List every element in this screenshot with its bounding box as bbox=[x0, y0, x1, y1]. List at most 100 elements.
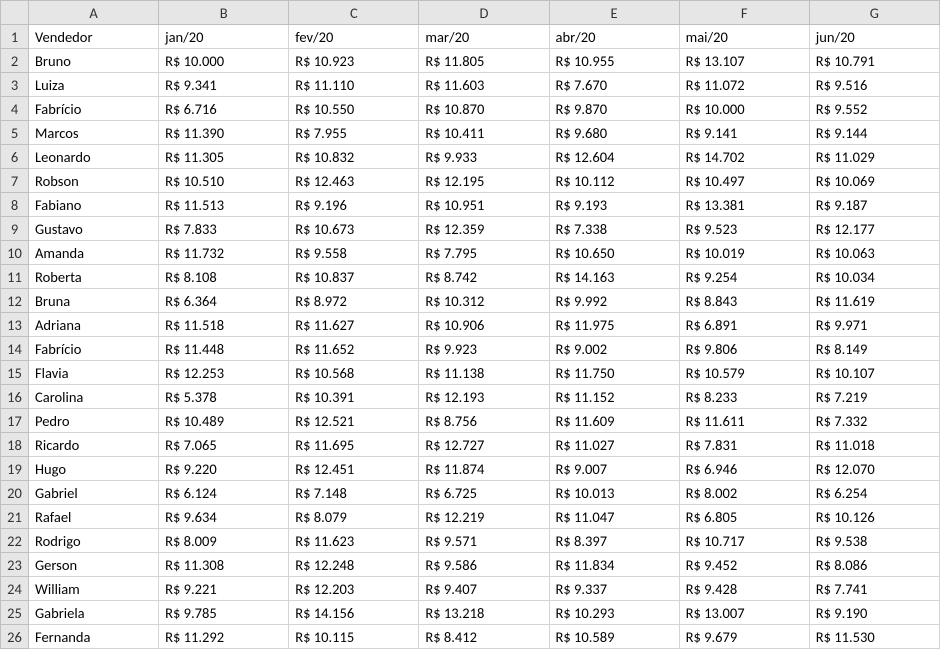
cell-E17[interactable]: R$ 11.609 bbox=[549, 409, 679, 433]
cell-D8[interactable]: R$ 10.951 bbox=[419, 193, 549, 217]
cell-C16[interactable]: R$ 10.391 bbox=[289, 385, 419, 409]
cell-G26[interactable]: R$ 11.530 bbox=[809, 625, 939, 649]
row-header-18[interactable]: 18 bbox=[1, 433, 29, 457]
cell-F13[interactable]: R$ 6.891 bbox=[679, 313, 809, 337]
cell-B16[interactable]: R$ 5.378 bbox=[159, 385, 289, 409]
cell-B19[interactable]: R$ 9.220 bbox=[159, 457, 289, 481]
row-header-15[interactable]: 15 bbox=[1, 361, 29, 385]
cell-G9[interactable]: R$ 12.177 bbox=[809, 217, 939, 241]
cell-B23[interactable]: R$ 11.308 bbox=[159, 553, 289, 577]
cell-D21[interactable]: R$ 12.219 bbox=[419, 505, 549, 529]
cell-F18[interactable]: R$ 7.831 bbox=[679, 433, 809, 457]
cell-C18[interactable]: R$ 11.695 bbox=[289, 433, 419, 457]
cell-C13[interactable]: R$ 11.627 bbox=[289, 313, 419, 337]
row-header-3[interactable]: 3 bbox=[1, 73, 29, 97]
cell-D4[interactable]: R$ 10.870 bbox=[419, 97, 549, 121]
row-header-14[interactable]: 14 bbox=[1, 337, 29, 361]
cell-F26[interactable]: R$ 9.679 bbox=[679, 625, 809, 649]
cell-G10[interactable]: R$ 10.063 bbox=[809, 241, 939, 265]
cell-F3[interactable]: R$ 11.072 bbox=[679, 73, 809, 97]
cell-D18[interactable]: R$ 12.727 bbox=[419, 433, 549, 457]
cell-G6[interactable]: R$ 11.029 bbox=[809, 145, 939, 169]
cell-B21[interactable]: R$ 9.634 bbox=[159, 505, 289, 529]
cell-B18[interactable]: R$ 7.065 bbox=[159, 433, 289, 457]
cell-D22[interactable]: R$ 9.571 bbox=[419, 529, 549, 553]
cell-C23[interactable]: R$ 12.248 bbox=[289, 553, 419, 577]
cell-E5[interactable]: R$ 9.680 bbox=[549, 121, 679, 145]
cell-C12[interactable]: R$ 8.972 bbox=[289, 289, 419, 313]
cell-E16[interactable]: R$ 11.152 bbox=[549, 385, 679, 409]
cell-A9[interactable]: Gustavo bbox=[29, 217, 159, 241]
cell-G18[interactable]: R$ 11.018 bbox=[809, 433, 939, 457]
row-header-17[interactable]: 17 bbox=[1, 409, 29, 433]
cell-E11[interactable]: R$ 14.163 bbox=[549, 265, 679, 289]
cell-E25[interactable]: R$ 10.293 bbox=[549, 601, 679, 625]
cell-G4[interactable]: R$ 9.552 bbox=[809, 97, 939, 121]
cell-D13[interactable]: R$ 10.906 bbox=[419, 313, 549, 337]
cell-A7[interactable]: Robson bbox=[29, 169, 159, 193]
row-header-5[interactable]: 5 bbox=[1, 121, 29, 145]
cell-C19[interactable]: R$ 12.451 bbox=[289, 457, 419, 481]
cell-A10[interactable]: Amanda bbox=[29, 241, 159, 265]
cell-F14[interactable]: R$ 9.806 bbox=[679, 337, 809, 361]
cell-D24[interactable]: R$ 9.407 bbox=[419, 577, 549, 601]
cell-G15[interactable]: R$ 10.107 bbox=[809, 361, 939, 385]
cell-E9[interactable]: R$ 7.338 bbox=[549, 217, 679, 241]
cell-D14[interactable]: R$ 9.923 bbox=[419, 337, 549, 361]
cell-D2[interactable]: R$ 11.805 bbox=[419, 49, 549, 73]
cell-D5[interactable]: R$ 10.411 bbox=[419, 121, 549, 145]
row-header-16[interactable]: 16 bbox=[1, 385, 29, 409]
cell-C21[interactable]: R$ 8.079 bbox=[289, 505, 419, 529]
cell-A19[interactable]: Hugo bbox=[29, 457, 159, 481]
cell-A20[interactable]: Gabriel bbox=[29, 481, 159, 505]
cell-G23[interactable]: R$ 8.086 bbox=[809, 553, 939, 577]
cell-E26[interactable]: R$ 10.589 bbox=[549, 625, 679, 649]
cell-G17[interactable]: R$ 7.332 bbox=[809, 409, 939, 433]
cell-B7[interactable]: R$ 10.510 bbox=[159, 169, 289, 193]
cell-D17[interactable]: R$ 8.756 bbox=[419, 409, 549, 433]
cell-B14[interactable]: R$ 11.448 bbox=[159, 337, 289, 361]
cell-C24[interactable]: R$ 12.203 bbox=[289, 577, 419, 601]
cell-B6[interactable]: R$ 11.305 bbox=[159, 145, 289, 169]
select-all-corner[interactable] bbox=[1, 1, 29, 25]
row-header-6[interactable]: 6 bbox=[1, 145, 29, 169]
row-header-10[interactable]: 10 bbox=[1, 241, 29, 265]
row-header-21[interactable]: 21 bbox=[1, 505, 29, 529]
cell-F7[interactable]: R$ 10.497 bbox=[679, 169, 809, 193]
cell-C5[interactable]: R$ 7.955 bbox=[289, 121, 419, 145]
col-header-F[interactable]: F bbox=[679, 1, 809, 25]
cell-B3[interactable]: R$ 9.341 bbox=[159, 73, 289, 97]
cell-D20[interactable]: R$ 6.725 bbox=[419, 481, 549, 505]
cell-E14[interactable]: R$ 9.002 bbox=[549, 337, 679, 361]
cell-F17[interactable]: R$ 11.611 bbox=[679, 409, 809, 433]
cell-D16[interactable]: R$ 12.193 bbox=[419, 385, 549, 409]
cell-E13[interactable]: R$ 11.975 bbox=[549, 313, 679, 337]
cell-C15[interactable]: R$ 10.568 bbox=[289, 361, 419, 385]
row-header-8[interactable]: 8 bbox=[1, 193, 29, 217]
cell-A18[interactable]: Ricardo bbox=[29, 433, 159, 457]
cell-F19[interactable]: R$ 6.946 bbox=[679, 457, 809, 481]
cell-A6[interactable]: Leonardo bbox=[29, 145, 159, 169]
cell-F24[interactable]: R$ 9.428 bbox=[679, 577, 809, 601]
row-header-12[interactable]: 12 bbox=[1, 289, 29, 313]
cell-F20[interactable]: R$ 8.002 bbox=[679, 481, 809, 505]
cell-G8[interactable]: R$ 9.187 bbox=[809, 193, 939, 217]
cell-G22[interactable]: R$ 9.538 bbox=[809, 529, 939, 553]
cell-E24[interactable]: R$ 9.337 bbox=[549, 577, 679, 601]
row-header-2[interactable]: 2 bbox=[1, 49, 29, 73]
cell-C8[interactable]: R$ 9.196 bbox=[289, 193, 419, 217]
cell-G7[interactable]: R$ 10.069 bbox=[809, 169, 939, 193]
cell-F21[interactable]: R$ 6.805 bbox=[679, 505, 809, 529]
cell-B20[interactable]: R$ 6.124 bbox=[159, 481, 289, 505]
cell-B12[interactable]: R$ 6.364 bbox=[159, 289, 289, 313]
cell-F16[interactable]: R$ 8.233 bbox=[679, 385, 809, 409]
row-header-26[interactable]: 26 bbox=[1, 625, 29, 649]
cell-C6[interactable]: R$ 10.832 bbox=[289, 145, 419, 169]
cell-G21[interactable]: R$ 10.126 bbox=[809, 505, 939, 529]
row-header-1[interactable]: 1 bbox=[1, 25, 29, 49]
cell-A2[interactable]: Bruno bbox=[29, 49, 159, 73]
cell-B24[interactable]: R$ 9.221 bbox=[159, 577, 289, 601]
cell-A23[interactable]: Gerson bbox=[29, 553, 159, 577]
cell-D11[interactable]: R$ 8.742 bbox=[419, 265, 549, 289]
cell-A15[interactable]: Flavia bbox=[29, 361, 159, 385]
